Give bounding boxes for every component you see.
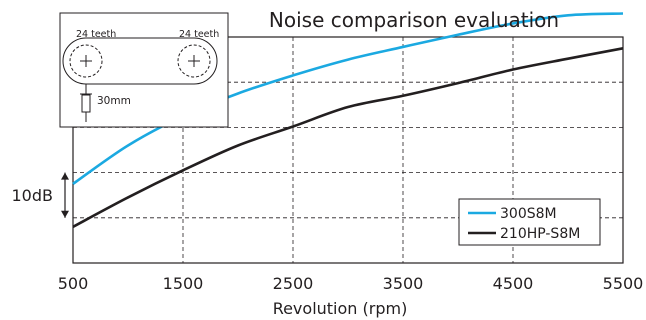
right-pulley-label: 24 teeth	[179, 29, 219, 40]
x-tick-label: 1500	[163, 274, 204, 293]
chart-title: Noise comparison evaluation	[269, 8, 559, 32]
scale-arrow-down	[61, 210, 69, 218]
scale-marker-label: 10dB	[12, 186, 54, 205]
grid	[73, 37, 623, 263]
x-tick-label: 500	[58, 274, 89, 293]
test-setup-inset: 24 teeth 24 teeth 30mm	[59, 12, 229, 128]
right-pulley	[177, 44, 211, 78]
x-tick-label: 2500	[273, 274, 314, 293]
scale-arrow-up	[61, 172, 69, 180]
legend-label-300s8m: 300S8M	[500, 206, 557, 222]
x-tick-label: 4500	[493, 274, 534, 293]
series-line-210hp-s8m	[72, 47, 624, 228]
x-tick-labels: 500 1500 2500 3500 4500 5500	[58, 274, 644, 293]
x-axis-label: Revolution (rpm)	[273, 299, 408, 318]
belt-right-arc	[193, 37, 218, 85]
x-tick-label: 5500	[603, 274, 644, 293]
legend: 300S8M 210HP-S8M	[458, 198, 601, 246]
mic-distance-label: 30mm	[97, 95, 131, 107]
left-pulley-center-mark	[80, 55, 92, 67]
scale-marker-10db: 10dB	[12, 172, 69, 218]
x-tick-label: 3500	[383, 274, 424, 293]
plot-frame	[72, 36, 624, 264]
left-pulley	[69, 44, 103, 78]
right-pulley-center-mark	[188, 55, 200, 67]
microphone-icon	[81, 94, 91, 113]
belt-left-arc	[62, 37, 87, 85]
left-pulley-label: 24 teeth	[76, 29, 116, 40]
legend-label-210hp-s8m: 210HP-S8M	[500, 226, 580, 242]
legend-box	[458, 198, 601, 246]
